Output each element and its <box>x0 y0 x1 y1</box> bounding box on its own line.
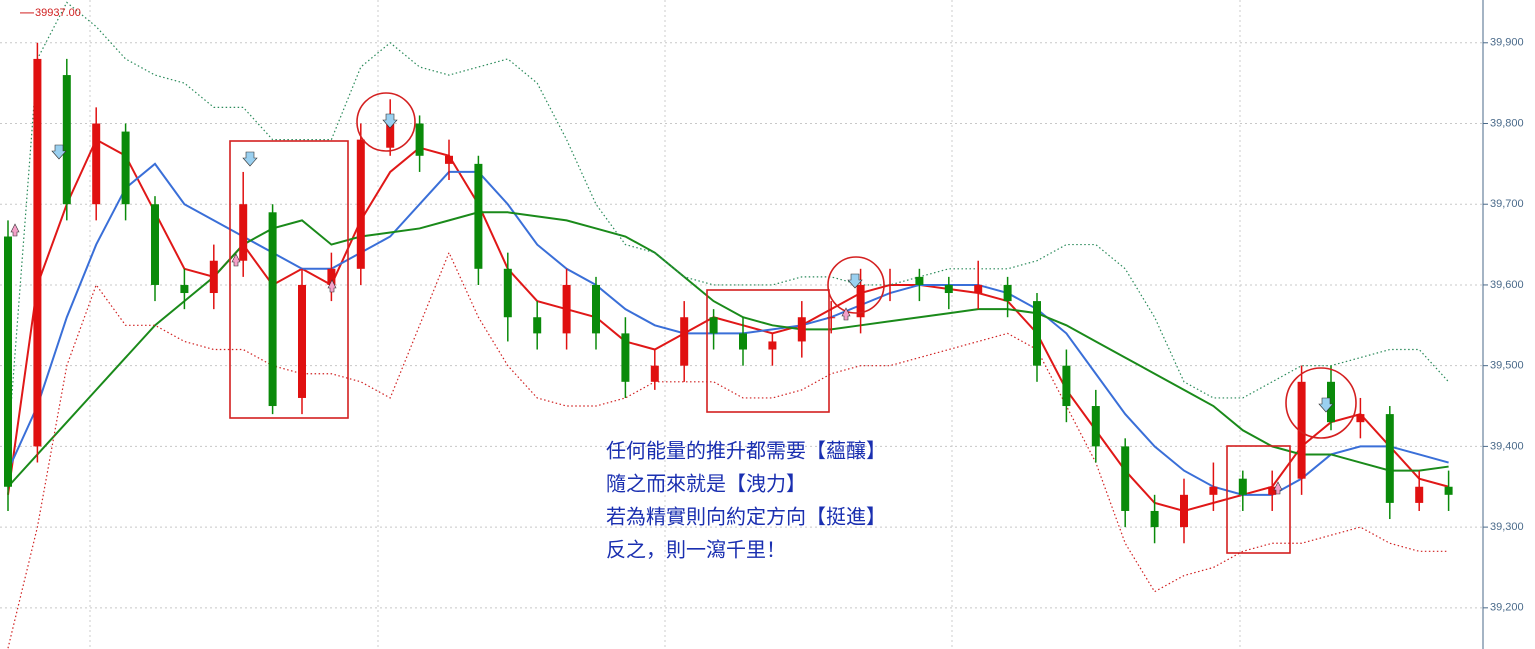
indicator-line <box>7 138 1449 513</box>
signal-arrows <box>10 113 1334 495</box>
candle-body <box>621 333 630 382</box>
price-marker-label: 39937.00 <box>35 7 81 19</box>
y-tick-label: 39,600 <box>1490 279 1524 291</box>
candle-body <box>1327 381 1335 423</box>
candle-body <box>1297 381 1306 479</box>
candle-body <box>298 284 306 398</box>
y-tick-label: 39,200 <box>1490 602 1524 614</box>
y-tick-label: 39,500 <box>1490 360 1524 372</box>
annotation-line: 隨之而來就是【洩力】 <box>606 472 806 495</box>
candle-body <box>180 284 189 294</box>
candle-body <box>151 204 159 285</box>
candle-body <box>944 284 953 294</box>
candle-body <box>1268 486 1277 495</box>
candle-body <box>1150 510 1159 528</box>
indicator-line <box>7 251 1449 649</box>
candle-body <box>327 268 336 285</box>
candle-body <box>1180 494 1188 528</box>
candle-body <box>1356 414 1365 423</box>
y-tick-label: 39,800 <box>1490 117 1524 129</box>
candle-body <box>886 284 894 286</box>
candle-body <box>1121 446 1130 511</box>
candle-body <box>386 123 395 148</box>
candle-body <box>827 317 836 319</box>
candle-body <box>239 204 248 261</box>
candle-body <box>1238 478 1247 495</box>
candle-body <box>62 75 71 205</box>
candle-body <box>503 268 512 318</box>
candle-body <box>415 123 424 156</box>
y-tick-label: 39,900 <box>1490 37 1524 49</box>
annotation-line: 若為精實則向約定方向【挺進】 <box>606 505 886 528</box>
candle-body <box>33 58 42 447</box>
candle-body <box>739 333 747 350</box>
y-tick-label: 39,400 <box>1490 440 1524 452</box>
y-tick-label: 39,700 <box>1490 198 1524 210</box>
candle-body <box>680 317 689 366</box>
price-marker: 39937.00 <box>20 7 81 19</box>
y-tick-label: 39,300 <box>1490 521 1524 533</box>
candle-body <box>1091 406 1100 447</box>
candle-body <box>474 163 483 269</box>
highlight-boxes <box>229 92 1357 554</box>
candle-body <box>1444 486 1453 495</box>
candle-body <box>709 317 718 334</box>
candle-body <box>445 155 453 164</box>
indicator-line <box>7 1 1450 447</box>
candle-body <box>797 317 806 342</box>
candle-body <box>1209 486 1218 495</box>
candle-body <box>4 236 12 487</box>
candle-body <box>356 139 365 269</box>
candle-body <box>562 284 571 334</box>
candle-body <box>650 365 659 382</box>
candle-body <box>121 131 130 205</box>
candle-body <box>915 276 924 285</box>
candle-body <box>1033 301 1041 366</box>
candle-body <box>1062 365 1071 407</box>
candle-body <box>768 341 777 350</box>
candle-body <box>1003 284 1012 302</box>
annotation: 任何能量的推升都需要【蘊釀】 隨之而來就是【洩力】 若為精實則向約定方向【挺進】… <box>606 439 886 561</box>
candle-body <box>92 123 101 205</box>
annotation-line: 任何能量的推升都需要【蘊釀】 <box>606 439 886 462</box>
candle-body <box>1415 486 1424 503</box>
indicator-line <box>7 162 1449 496</box>
annotation-line: 反之，則一瀉千里！ <box>606 538 786 561</box>
candle-body <box>592 284 600 334</box>
time-grid <box>89 0 1241 649</box>
candle-body <box>268 212 277 407</box>
candle-body <box>209 260 218 294</box>
candle-body <box>974 284 983 294</box>
candle-body <box>856 284 865 318</box>
candle-body <box>1385 414 1394 503</box>
indicator-line <box>7 211 1449 488</box>
candle-body <box>533 317 542 334</box>
